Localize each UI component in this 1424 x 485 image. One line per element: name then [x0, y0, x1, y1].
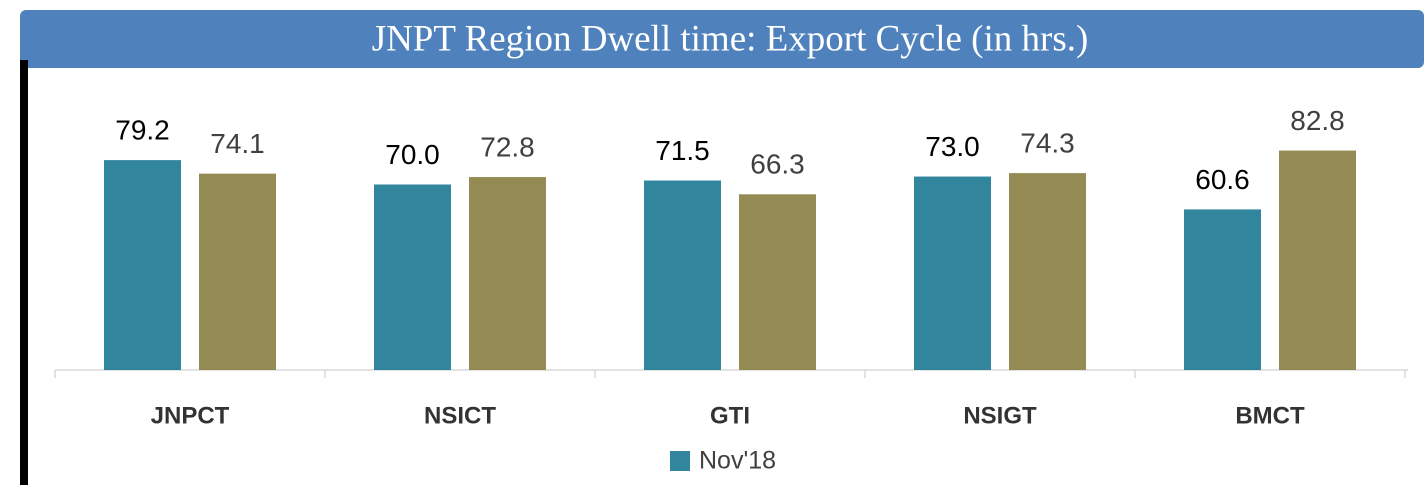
bar — [1009, 173, 1086, 370]
data-label: 60.6 — [1195, 164, 1250, 195]
bar — [1279, 150, 1356, 370]
bar — [374, 184, 451, 370]
bar — [469, 177, 546, 370]
data-label: 82.8 — [1290, 105, 1345, 136]
data-label: 72.8 — [480, 131, 535, 162]
data-label: 71.5 — [655, 135, 710, 166]
data-label: 66.3 — [750, 149, 805, 180]
legend-label: Nov'18 — [699, 447, 776, 475]
x-tick-label: NSIGT — [963, 402, 1037, 429]
legend-swatch — [670, 451, 690, 471]
bar — [914, 176, 991, 370]
bar — [104, 160, 181, 370]
x-tick-label: BMCT — [1235, 402, 1305, 429]
left-border — [20, 60, 28, 485]
x-tick-label: GTI — [710, 402, 750, 429]
chart-title: JNPT Region Dwell time: Export Cycle (in… — [372, 18, 1089, 59]
bar — [739, 194, 816, 370]
title-banner — [20, 10, 1424, 68]
bar — [644, 180, 721, 370]
data-label: 79.2 — [115, 115, 170, 146]
bar — [1184, 209, 1261, 370]
data-label: 74.1 — [210, 128, 265, 159]
bar — [199, 173, 276, 370]
x-tick-label: NSICT — [424, 402, 496, 429]
data-label: 73.0 — [925, 131, 980, 162]
data-label: 74.3 — [1020, 127, 1075, 158]
data-label: 70.0 — [385, 139, 440, 170]
x-tick-label: JNPCT — [151, 402, 230, 429]
